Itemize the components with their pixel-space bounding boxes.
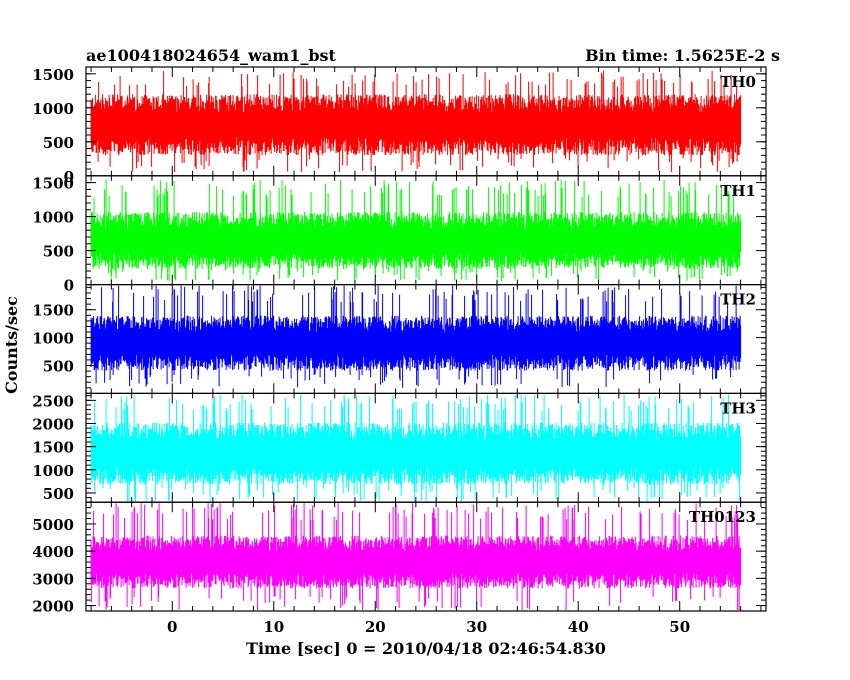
y-tick-label: 1500: [32, 302, 74, 320]
series-th3: [90, 394, 742, 502]
y-tick-label: 1000: [32, 462, 74, 480]
y-tick-label: 0: [64, 277, 74, 295]
y-tick-label: 2500: [32, 392, 74, 410]
x-tick-label: 40: [568, 618, 589, 636]
panel-label: TH1: [720, 182, 756, 200]
y-tick-label: 5000: [32, 516, 74, 534]
y-tick-label: 1000: [32, 330, 74, 348]
panel-th2: 500 1000 1500 TH2: [32, 284, 767, 395]
y-axis-label: Counts/sec: [2, 296, 21, 394]
panel-th1: 0 500 1000 1500 TH1: [32, 175, 767, 295]
x-tick-label: 10: [263, 618, 284, 636]
bin-time-label: Bin time: 1.5625E-2 s: [585, 46, 780, 65]
x-tick-label: 50: [669, 618, 690, 636]
panel-th0123: 2000 3000 4000 5000 TH0123: [32, 501, 767, 616]
panel-th0: 0 500 1000 1500 TH0: [32, 66, 767, 186]
panel-label: TH3: [720, 399, 756, 417]
y-tick-label: 2000: [32, 415, 74, 433]
series-th2: [90, 285, 742, 388]
y-tick-label: 2000: [32, 598, 74, 616]
y-tick-label: 1500: [32, 439, 74, 457]
panel-label: TH0: [720, 73, 756, 91]
y-tick-label: 500: [43, 358, 74, 376]
y-tick-label: 0: [64, 168, 74, 186]
y-tick-label: 1500: [32, 66, 74, 84]
y-tick-label: 1500: [32, 175, 74, 193]
panel-th3: 500 1000 1500 2000 2500 TH3: [32, 392, 767, 503]
y-tick-label: 3000: [32, 570, 74, 588]
series-th0: [90, 70, 742, 172]
series-th1: [90, 179, 742, 281]
x-tick-label: 30: [466, 618, 487, 636]
y-tick-label: 1000: [32, 100, 74, 118]
y-tick-label: 1000: [32, 209, 74, 227]
x-tick-label: 20: [365, 618, 386, 636]
y-tick-label: 500: [43, 243, 74, 261]
x-tick-label: 0: [167, 618, 177, 636]
plot-title: ae100418024654_wam1_bst: [86, 46, 337, 65]
series-th0123: [90, 503, 742, 610]
y-tick-label: 500: [43, 134, 74, 152]
panel-label: TH2: [720, 291, 756, 309]
y-tick-label: 4000: [32, 543, 74, 561]
x-axis-label: Time [sec] 0 = 2010/04/18 02:46:54.830: [246, 639, 606, 658]
panel-label: TH0123: [689, 508, 756, 526]
y-tick-label: 500: [43, 485, 74, 503]
